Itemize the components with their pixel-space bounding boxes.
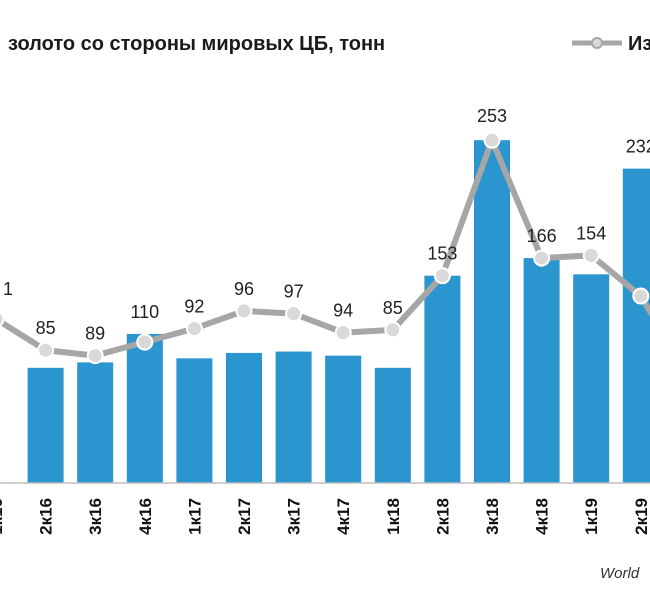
x-tick-label: 2к17: [235, 498, 254, 535]
x-tick-label: 1к17: [185, 498, 204, 535]
legend-label: Из: [628, 33, 650, 55]
x-tick-label: 1к19: [582, 498, 601, 535]
bar: [573, 274, 610, 483]
data-label: 89: [85, 324, 105, 344]
data-label: 97: [284, 282, 304, 302]
x-tick-label: 2к19: [632, 498, 650, 535]
line-point: [483, 131, 501, 149]
line-point: [384, 321, 402, 339]
line-point: [37, 341, 55, 359]
line-point: [433, 267, 451, 285]
chart-title: золото со стороны мировых ЦБ, тонн: [8, 33, 385, 55]
x-tick-label: 1к16: [0, 498, 6, 535]
source-note: World: [600, 565, 640, 582]
line-point: [533, 249, 551, 267]
data-label: 154: [576, 223, 606, 243]
line-point: [86, 347, 104, 365]
line-point: [0, 311, 5, 327]
x-tick-label: 3к16: [86, 498, 105, 535]
x-tick-label: 4к16: [136, 498, 155, 535]
x-tick-label: 2к16: [37, 498, 56, 535]
data-label: 85: [383, 298, 403, 318]
line-point: [285, 305, 303, 323]
data-label: 96: [234, 279, 254, 299]
bar: [374, 367, 411, 483]
bar: [424, 275, 461, 483]
bar: [474, 140, 510, 483]
data-label: 153: [427, 244, 457, 264]
line-point: [235, 302, 253, 320]
line-point: [632, 287, 650, 305]
bar: [523, 258, 560, 483]
bar: [27, 367, 64, 483]
bar: [275, 351, 312, 483]
line-point: [582, 246, 600, 264]
bar: [77, 362, 114, 483]
legend-marker-swatch: [591, 37, 603, 49]
x-tick-label: 3к18: [483, 498, 502, 535]
bar-group: [27, 140, 650, 483]
x-tick-group: 1к16 2к16 3к16 4к16 1к17 2к17 3к17 4к17 1к18 2к18…: [0, 498, 650, 535]
line-point: [334, 324, 352, 342]
line-point: [185, 320, 203, 338]
data-label-group: 1 85 89 110 92 96 97 94 85 153 253 166 154 232: [3, 106, 650, 343]
x-tick-label: 1к18: [384, 498, 403, 535]
data-label: 94: [333, 301, 353, 321]
data-label: 253: [477, 106, 507, 126]
bar: [176, 358, 213, 483]
x-tick-label: 4к17: [334, 498, 353, 535]
x-tick-label: 4к18: [533, 498, 552, 535]
bar: [226, 352, 262, 483]
data-label: 232: [626, 137, 650, 157]
x-tick-label: 2к18: [433, 498, 452, 535]
line-series-group: [0, 131, 650, 365]
data-label: 92: [184, 297, 204, 317]
data-label: 1: [3, 279, 13, 299]
line-point: [136, 333, 154, 351]
data-label: 85: [36, 318, 56, 338]
data-label: 166: [527, 226, 557, 246]
bar: [126, 333, 163, 483]
legend: Из: [572, 33, 650, 55]
x-tick-label: 3к17: [285, 498, 304, 535]
bar: [622, 168, 650, 483]
bar: [325, 355, 362, 483]
data-label: 110: [130, 302, 159, 322]
